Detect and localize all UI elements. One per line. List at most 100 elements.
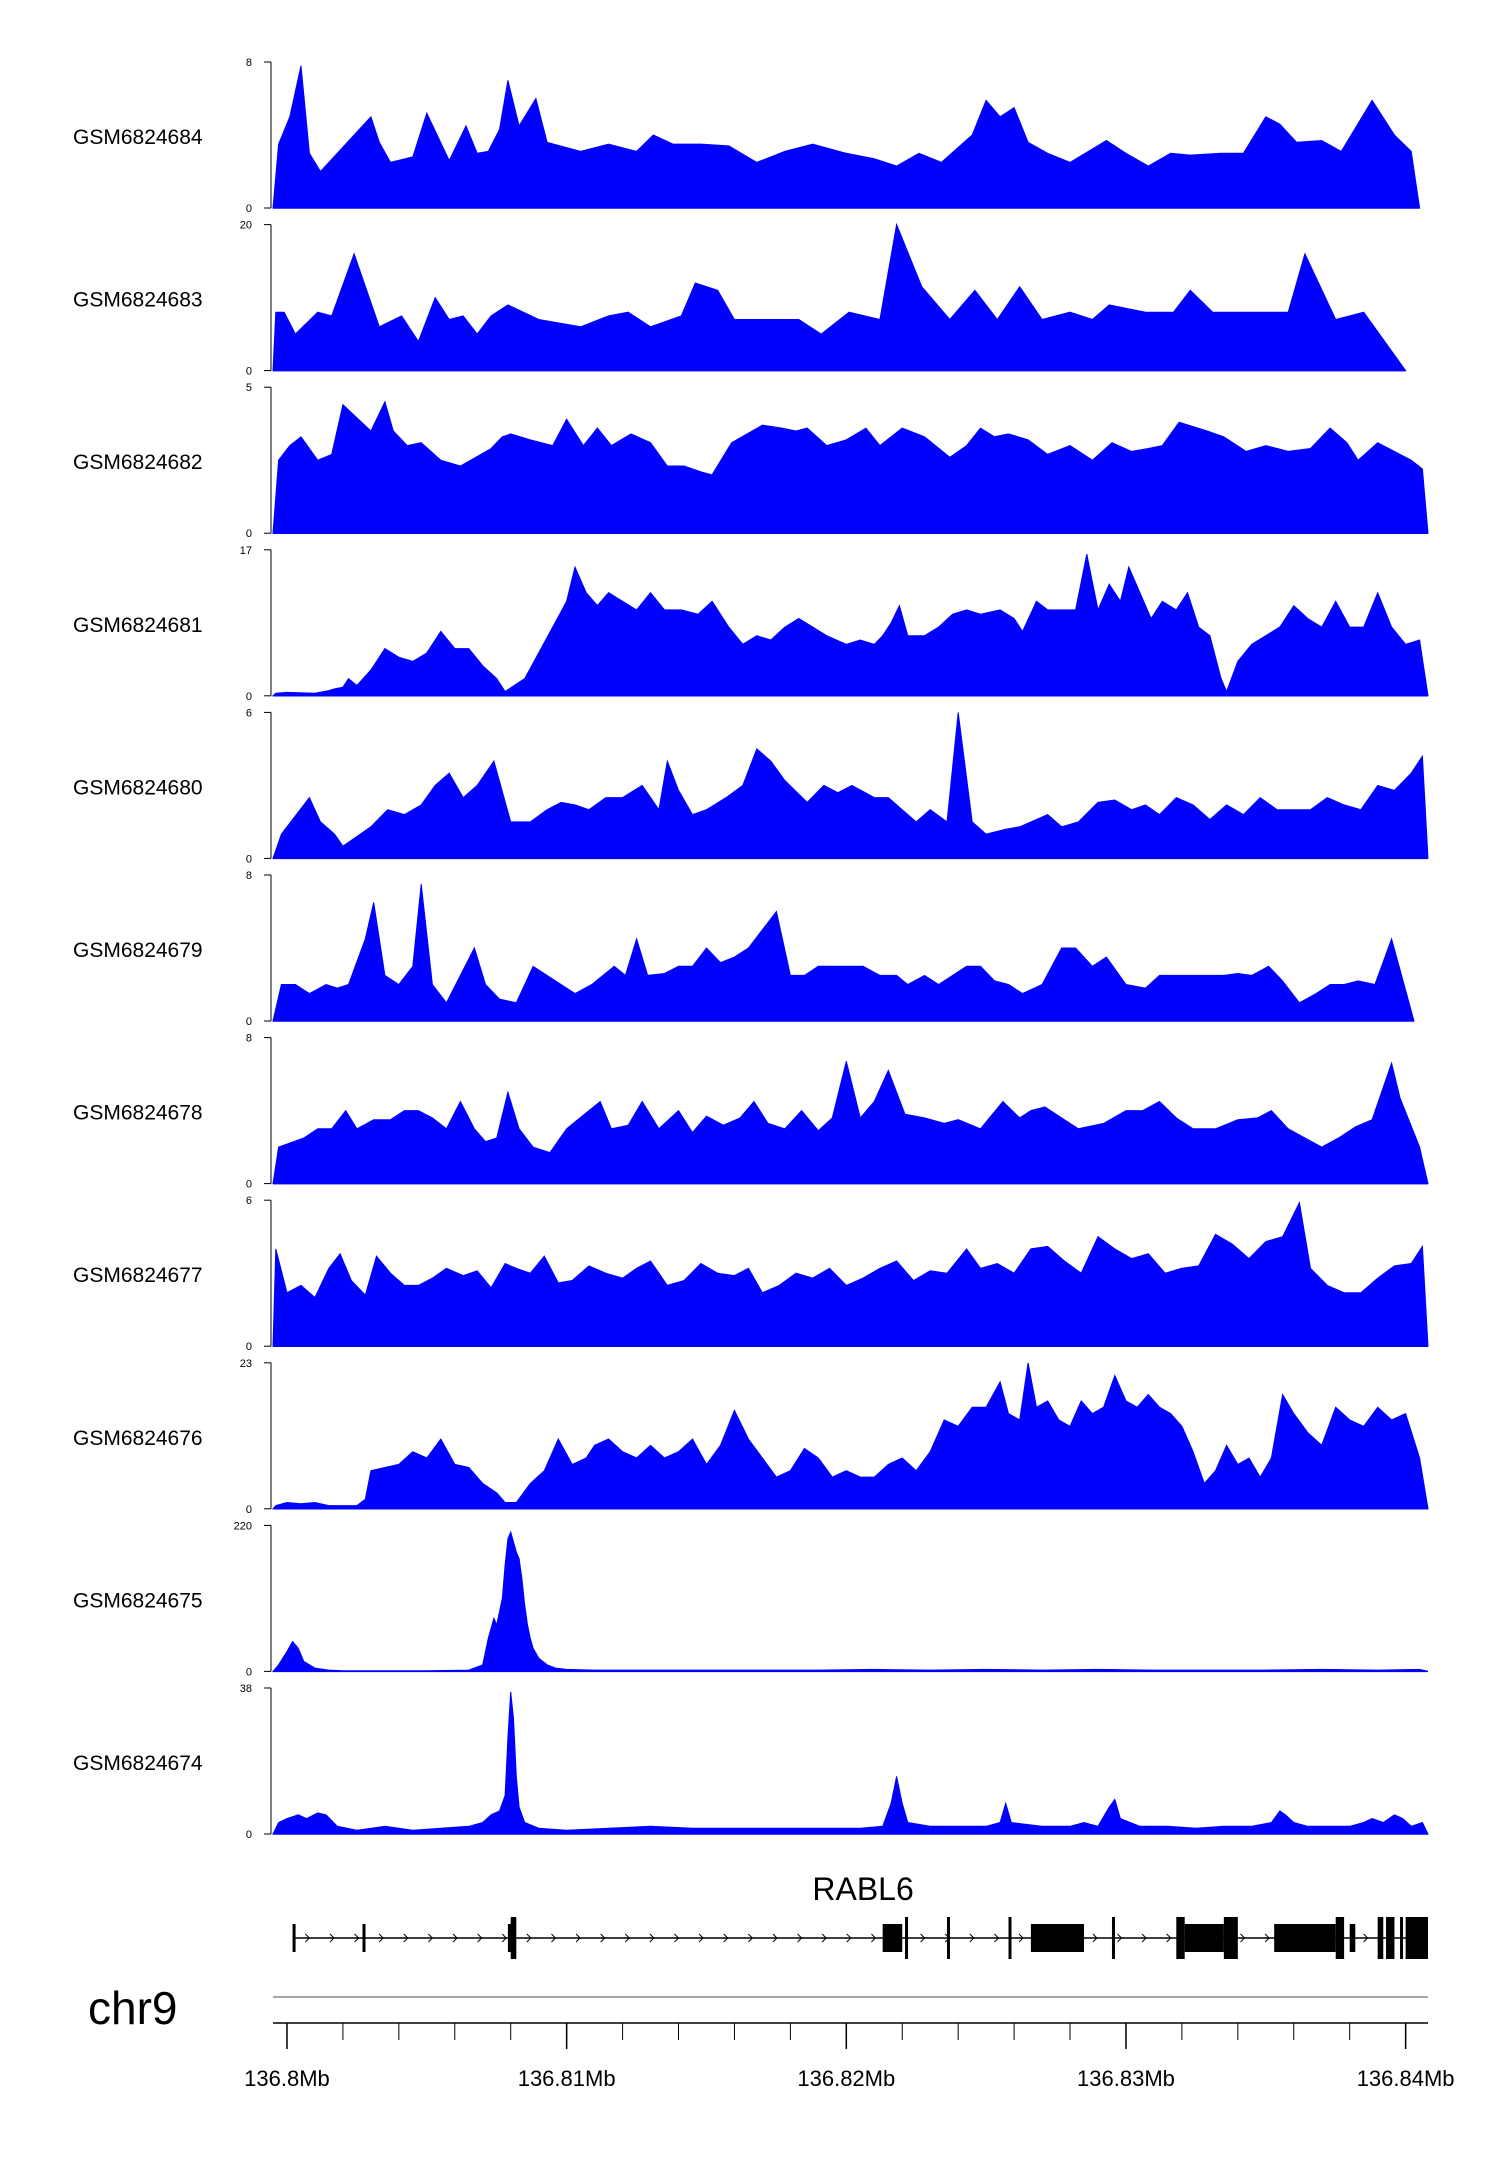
strand-arrow <box>1018 1933 1024 1943</box>
strand-arrow <box>600 1933 606 1943</box>
strand-arrow <box>723 1933 729 1943</box>
y-axis-min-label: 0 <box>246 1829 252 1841</box>
track-label: GSM6824675 <box>73 1589 203 1612</box>
y-axis-max-label: 8 <box>246 870 252 882</box>
strand-arrow <box>624 1933 630 1943</box>
signal-area-GSM6824675 <box>271 1530 1429 1672</box>
strand-arrow <box>698 1933 704 1943</box>
y-axis-min-label: 0 <box>246 366 252 378</box>
y-axis-min-label: 0 <box>246 1179 252 1191</box>
strand-arrow <box>378 1933 384 1943</box>
strand-arrow <box>354 1933 360 1943</box>
x-axis-tick-label: 136.82Mb <box>797 2066 895 2091</box>
gene-exon <box>1176 1917 1185 1959</box>
y-axis-min-label: 0 <box>246 1504 252 1516</box>
strand-arrow <box>477 1933 483 1943</box>
strand-arrow <box>428 1933 434 1943</box>
gene-exon <box>1030 1924 1085 1952</box>
track-GSM6824679: 8 0 GSM6824679 <box>73 870 1415 1028</box>
gene-exon <box>1377 1917 1384 1959</box>
y-axis-min-label: 0 <box>246 528 252 540</box>
gene-exon <box>1386 1917 1395 1959</box>
track-GSM6824676: 23 0 GSM6824676 <box>73 1358 1429 1516</box>
gene-exon <box>1274 1924 1336 1952</box>
y-axis-max-label: 38 <box>240 1683 252 1695</box>
y-axis-max-label: 5 <box>246 382 252 394</box>
strand-arrow <box>452 1933 458 1943</box>
strand-arrow <box>649 1933 655 1943</box>
y-axis-max-label: 6 <box>246 1195 252 1207</box>
strand-arrow <box>1141 1933 1147 1943</box>
y-axis-min-label: 0 <box>246 1016 252 1028</box>
track-GSM6824681: 17 0 GSM6824681 <box>73 545 1429 703</box>
strand-arrow <box>674 1933 680 1943</box>
gene-exon <box>1405 1917 1428 1959</box>
strand-arrow <box>871 1933 877 1943</box>
track-label: GSM6824682 <box>73 451 203 474</box>
strand-arrow <box>1117 1933 1123 1943</box>
x-axis-tick-label: 136.83Mb <box>1077 2066 1175 2091</box>
signal-area-GSM6824678 <box>272 1061 1429 1185</box>
strand-arrow <box>1264 1933 1270 1943</box>
gene-track: RABL6 <box>292 1871 1428 1959</box>
signal-area-GSM6824682 <box>272 400 1429 534</box>
strand-arrow <box>969 1933 975 1943</box>
strand-arrow <box>501 1933 507 1943</box>
track-label: GSM6824679 <box>73 939 203 962</box>
x-axis-tick-label: 136.8Mb <box>244 2066 330 2091</box>
signal-area-GSM6824681 <box>271 554 1429 697</box>
strand-arrow <box>1363 1933 1369 1943</box>
track-label: GSM6824681 <box>73 614 203 637</box>
strand-arrow <box>994 1933 1000 1943</box>
y-axis-max-label: 20 <box>240 220 252 232</box>
signal-area-GSM6824674 <box>272 1691 1429 1835</box>
track-label: GSM6824677 <box>73 1264 203 1287</box>
genome-axis: chr9 136.8Mb 136.81Mb 136.82Mb 136.83Mb 136.… <box>88 1982 1455 2091</box>
signal-area-GSM6824677 <box>272 1200 1429 1347</box>
y-axis-max-label: 8 <box>246 1033 252 1045</box>
strand-arrow <box>526 1933 532 1943</box>
gene-exon <box>946 1917 950 1959</box>
gene-exon <box>1111 1917 1115 1959</box>
track-label: GSM6824680 <box>73 776 203 799</box>
strand-arrow <box>1240 1933 1246 1943</box>
strand-arrow <box>1166 1933 1172 1943</box>
x-axis-tick-label: 136.81Mb <box>518 2066 616 2091</box>
gene-exon <box>1400 1917 1404 1959</box>
strand-arrow <box>821 1933 827 1943</box>
signal-area-GSM6824684 <box>272 65 1421 209</box>
track-GSM6824683: 20 0 GSM6824683 <box>73 220 1407 378</box>
strand-arrow <box>305 1933 311 1943</box>
track-label: GSM6824683 <box>73 289 203 312</box>
strand-arrow <box>797 1933 803 1943</box>
strand-arrow <box>846 1933 852 1943</box>
track-GSM6824677: 6 0 GSM6824677 <box>73 1195 1429 1353</box>
signal-area-GSM6824683 <box>272 222 1407 372</box>
track-label: GSM6824684 <box>73 126 203 149</box>
gene-exon <box>905 1917 909 1959</box>
gene-exon <box>510 1917 517 1959</box>
track-GSM6824680: 6 0 GSM6824680 <box>73 707 1429 865</box>
y-axis-max-label: 220 <box>234 1520 252 1532</box>
y-axis-min-label: 0 <box>246 203 252 215</box>
strand-arrow <box>329 1933 335 1943</box>
y-axis-min-label: 0 <box>246 853 252 865</box>
signal-area-GSM6824679 <box>272 884 1415 1022</box>
y-axis-max-label: 8 <box>246 57 252 69</box>
track-label: GSM6824674 <box>73 1752 203 1775</box>
gene-exon <box>1184 1924 1224 1952</box>
strand-arrow <box>551 1933 557 1943</box>
track-label: GSM6824678 <box>73 1102 203 1125</box>
track-GSM6824684: 8 0 GSM6824684 <box>73 57 1421 215</box>
y-axis-max-label: 6 <box>246 707 252 719</box>
signal-area-GSM6824680 <box>272 712 1429 859</box>
y-axis-min-label: 0 <box>246 1341 252 1353</box>
track-GSM6824675: 220 0 GSM6824675 <box>73 1520 1429 1678</box>
gene-exon <box>507 1924 511 1952</box>
strand-arrow <box>575 1933 581 1943</box>
x-axis-tick-label: 136.84Mb <box>1357 2066 1455 2091</box>
gene-exon <box>1008 1917 1012 1959</box>
signal-tracks: 8 0 GSM6824684 20 0 GSM6824683 5 0 GSM6824682 17 0… <box>73 57 1429 1841</box>
gene-exon <box>1223 1917 1238 1959</box>
